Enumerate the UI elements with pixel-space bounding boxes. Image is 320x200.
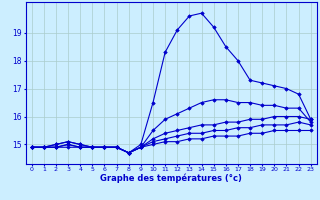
X-axis label: Graphe des températures (°c): Graphe des températures (°c) [100, 174, 242, 183]
